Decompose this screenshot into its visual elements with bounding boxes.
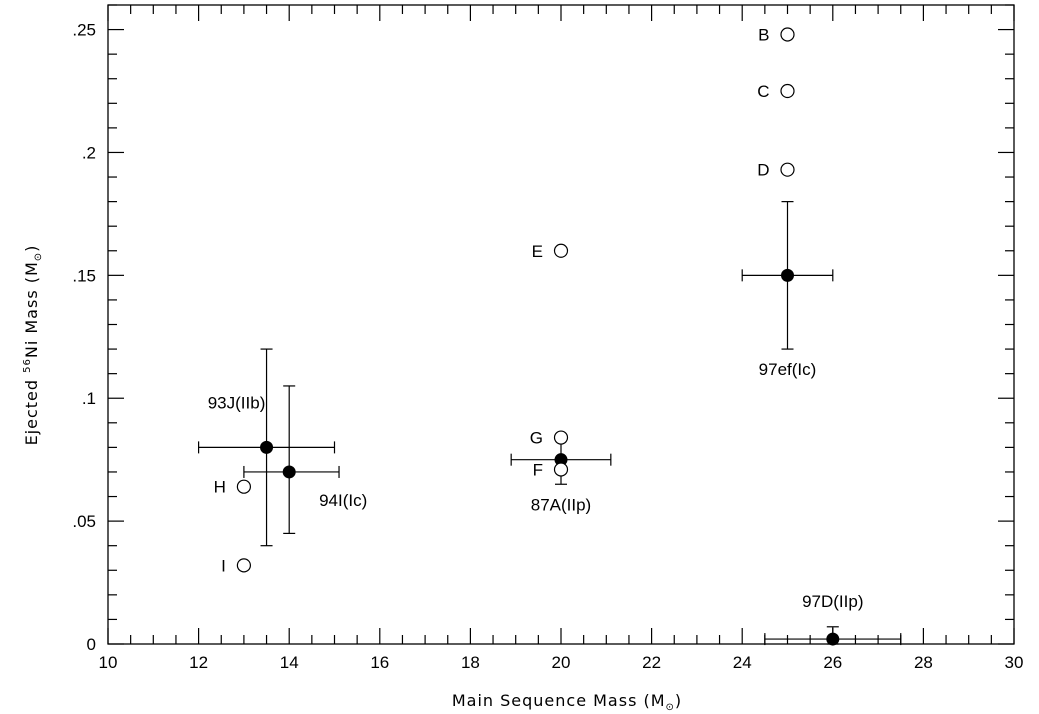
y-tick-label: .2	[82, 143, 96, 162]
x-tick-label: 16	[370, 653, 389, 672]
model-point	[780, 27, 795, 42]
model-label: I	[221, 556, 226, 575]
observed-label: 93J(IIb)	[208, 393, 266, 412]
model-point	[553, 430, 569, 445]
observed-point	[260, 440, 274, 454]
y-tick-label: .1	[82, 389, 96, 408]
error-bars	[198, 201, 902, 646]
y-tick-label: 0	[87, 635, 96, 654]
x-tick-label: 20	[552, 653, 571, 672]
x-tick-label: 24	[733, 653, 752, 672]
model-point	[236, 479, 251, 494]
y-tick-label: .05	[72, 512, 96, 531]
observed-label: 87A(IIp)	[531, 495, 591, 514]
model-point	[553, 243, 569, 258]
model-label: F	[533, 461, 543, 480]
observed-point	[781, 268, 794, 282]
y-tick-label: .25	[72, 21, 96, 40]
observed-label: 97ef(Ic)	[759, 360, 817, 379]
x-tick-label: 14	[280, 653, 299, 672]
x-tick-label: 22	[642, 653, 661, 672]
model-point	[236, 558, 251, 573]
axis-tick-labels: 10 12 14 16 18 20 22 24 26 28 30 0 .05 .1 .15 .2 .25	[72, 21, 1023, 672]
axis-ticks	[107, 4, 1015, 645]
observed-label: 94I(Ic)	[319, 491, 367, 510]
y-tick-label: .15	[72, 266, 96, 285]
model-label: G	[530, 429, 543, 448]
observed-point	[826, 632, 840, 646]
y-axis-title: Ejected 56Ni Mass (M⊙)	[22, 245, 44, 446]
observed-label: 97D(IIp)	[802, 592, 863, 611]
model-label: B	[758, 25, 769, 44]
x-tick-label: 28	[914, 653, 933, 672]
plot-frame	[107, 4, 1015, 645]
model-label: D	[757, 161, 769, 180]
observed-point	[282, 465, 296, 479]
data-markers	[236, 27, 840, 646]
x-axis-title: Main Sequence Mass (M⊙)	[452, 691, 682, 713]
point-labels: 93J(IIb) 94I(Ic) 87A(IIp) 97ef(Ic) 97D(IIp) B…	[208, 25, 864, 610]
model-point	[553, 462, 569, 477]
observed-point	[554, 453, 568, 467]
x-tick-label: 26	[823, 653, 842, 672]
model-label: C	[757, 82, 769, 101]
x-tick-label: 10	[99, 653, 118, 672]
x-tick-label: 30	[1005, 653, 1024, 672]
model-point	[780, 162, 795, 177]
model-point	[780, 83, 795, 99]
model-label: E	[532, 242, 543, 261]
x-tick-label: 12	[189, 653, 208, 672]
x-tick-label: 18	[461, 653, 480, 672]
model-label: H	[214, 478, 226, 497]
